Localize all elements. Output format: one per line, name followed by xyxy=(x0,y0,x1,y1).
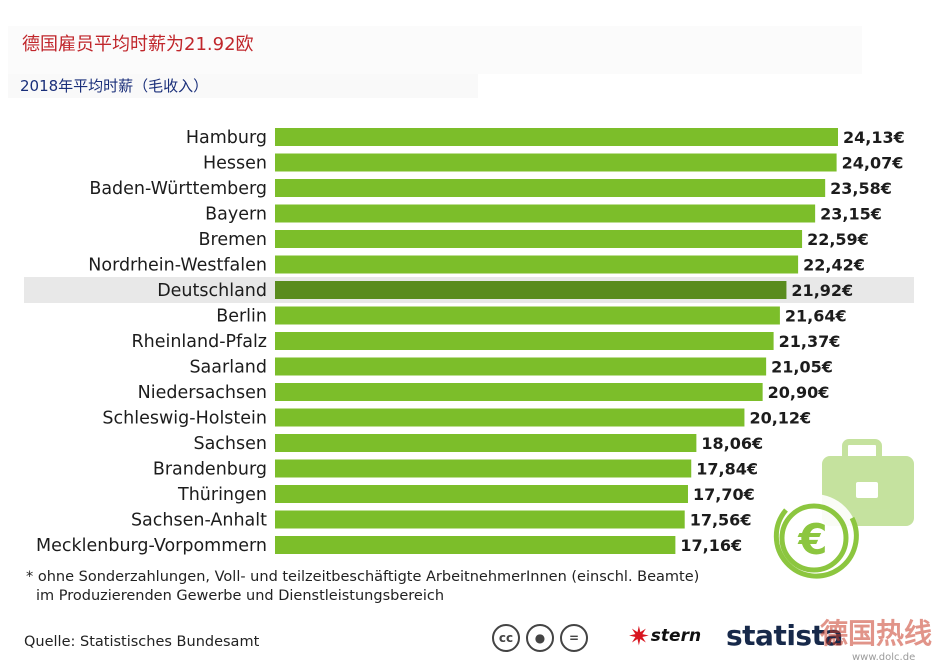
footnote-line-2: im Produzierenden Gewerbe und Dienstleis… xyxy=(36,588,445,604)
source-note: Quelle: Statistisches Bundesamt xyxy=(24,634,260,650)
chart-title: 德国雇员平均时薪为21.92欧 xyxy=(22,34,254,55)
value-label: 21,05€ xyxy=(771,358,833,377)
attribution-icon[interactable]: ● xyxy=(526,624,554,652)
category-label: Sachsen-Anhalt xyxy=(131,511,267,531)
bar-deutschland xyxy=(275,281,787,299)
value-label: 21,64€ xyxy=(785,307,847,326)
category-label: Niedersachsen xyxy=(138,383,267,403)
bar-bremen xyxy=(275,230,803,248)
category-label: Bayern xyxy=(205,205,267,225)
value-label: 20,90€ xyxy=(768,383,830,402)
category-label: Hessen xyxy=(203,154,267,174)
subtitle-background xyxy=(8,74,478,98)
title-background xyxy=(8,26,862,74)
no-derivatives-icon[interactable]: = xyxy=(560,624,588,652)
category-label: Brandenburg xyxy=(153,460,267,480)
category-label: Rheinland-Pfalz xyxy=(131,332,267,352)
category-label: Schleswig-Holstein xyxy=(102,409,267,429)
footnote: * ohne Sonderzahlungen, Voll- und teilze… xyxy=(26,568,699,606)
category-label: Thüringen xyxy=(177,485,267,505)
bar-brandenburg xyxy=(275,459,692,478)
value-label: 23,58€ xyxy=(830,179,892,198)
bar-rheinland-pfalz xyxy=(275,332,774,350)
bar-sachsen-anhalt xyxy=(275,510,685,529)
euro-coin-icon: € xyxy=(770,494,859,582)
bar-nordrhein-westfalen xyxy=(275,255,799,274)
bar-schleswig-holstein xyxy=(275,408,745,427)
stern-logo-text: stern xyxy=(650,626,702,646)
value-label: 17,56€ xyxy=(690,511,752,530)
category-label: Nordrhein-Westfalen xyxy=(88,256,267,276)
value-label: 17,84€ xyxy=(696,460,758,479)
category-label: Hamburg xyxy=(186,128,267,148)
bar-hamburg xyxy=(275,128,838,146)
value-label: 21,92€ xyxy=(791,281,853,300)
value-label: 24,13€ xyxy=(843,128,905,147)
value-label: 21,37€ xyxy=(779,332,841,351)
value-label: 17,70€ xyxy=(693,485,755,504)
value-label: 23,15€ xyxy=(820,205,882,224)
chart-subtitle: 2018年平均时薪（毛收入） xyxy=(20,77,209,95)
watermark-url: www.dolc.de xyxy=(852,652,916,663)
category-label: Saarland xyxy=(189,358,267,378)
category-label: Deutschland xyxy=(157,281,267,301)
stern-star-icon: ✷ xyxy=(628,622,650,652)
bar-th-ringen xyxy=(275,485,688,503)
bar-saarland xyxy=(275,357,767,376)
value-label: 20,12€ xyxy=(749,409,811,428)
category-label: Bremen xyxy=(199,230,268,250)
category-label: Berlin xyxy=(216,307,267,327)
svg-text:€: € xyxy=(797,515,827,564)
bar-bayern xyxy=(275,204,816,223)
category-label: Mecklenburg-Vorpommern xyxy=(36,536,267,556)
bar-baden-w-rttemberg xyxy=(275,179,826,197)
category-label: Sachsen xyxy=(193,434,267,454)
watermark: 德国热线 xyxy=(820,617,933,650)
value-label: 22,42€ xyxy=(803,256,865,275)
value-label: 18,06€ xyxy=(701,434,763,453)
value-label: 17,16€ xyxy=(680,536,742,555)
creative-commons-icon[interactable]: cc xyxy=(492,624,520,652)
bar-sachsen xyxy=(275,434,697,452)
bar-hessen xyxy=(275,153,837,172)
bar-mecklenburg-vorpommern xyxy=(275,536,676,554)
footnote-line-1: * ohne Sonderzahlungen, Voll- und teilze… xyxy=(26,569,700,585)
value-label: 24,07€ xyxy=(842,154,904,173)
value-label: 22,59€ xyxy=(807,230,869,249)
stern-logo[interactable]: ✷stern xyxy=(628,622,701,652)
bar-niedersachsen xyxy=(275,383,763,401)
statista-logo[interactable]: statista xyxy=(726,619,843,652)
category-label: Baden-Württemberg xyxy=(89,179,267,199)
bar-berlin xyxy=(275,306,780,325)
